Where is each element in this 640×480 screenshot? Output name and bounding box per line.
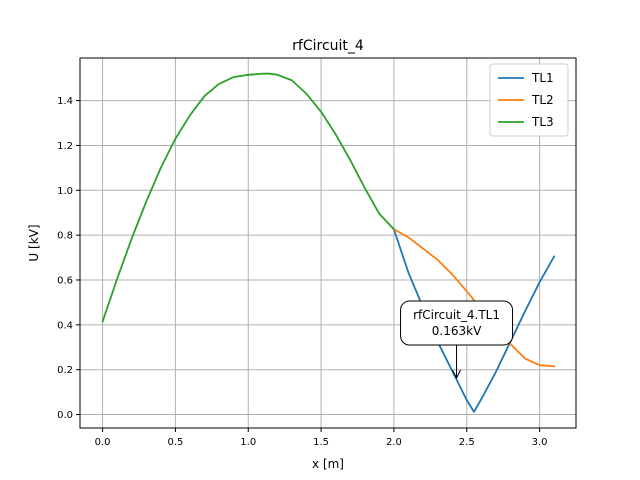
grid	[80, 58, 576, 428]
annotation-arrowhead	[452, 369, 461, 380]
annotation-text: rfCircuit_4.TL1	[413, 308, 500, 322]
y-tick-label: 0.4	[57, 320, 73, 331]
y-tick-label: 1.4	[57, 96, 73, 107]
x-tick-label: 1.5	[313, 437, 329, 448]
y-tick-label: 0.6	[57, 276, 73, 287]
legend-label-tl3: TL3	[531, 115, 554, 129]
x-tick-label: 2.0	[386, 437, 402, 448]
series-line-tl3	[101, 72, 396, 323]
y-tick-label: 0.0	[57, 410, 73, 421]
x-tick-label: 2.5	[459, 437, 475, 448]
annotation: rfCircuit_4.TL1 0.163kV	[400, 300, 514, 380]
y-tick-label: 1.2	[57, 141, 73, 152]
annotation-text: 0.163kV	[432, 324, 482, 338]
series-line-tl2	[392, 228, 556, 368]
series-lines	[101, 72, 556, 413]
y-axis-ticks: 0.0 0.2 0.4 0.6 0.8 1.0 1.2 1.4	[57, 96, 80, 421]
annotation-box	[400, 300, 514, 346]
chart-title: rfCircuit_4	[292, 38, 364, 54]
y-tick-label: 1.0	[57, 186, 73, 197]
x-axis-label: x [m]	[312, 457, 344, 471]
y-tick-label: 0.2	[57, 365, 73, 376]
plot-frame	[79, 57, 577, 429]
x-tick-label: 1.0	[240, 437, 256, 448]
legend-label-tl1: TL1	[531, 71, 554, 85]
legend-label-tl2: TL2	[531, 93, 554, 107]
legend: TL1 TL2 TL3	[489, 63, 569, 137]
x-tick-label: 3.0	[532, 437, 548, 448]
legend-box	[489, 63, 569, 137]
y-axis-label: U [kV]	[27, 224, 41, 261]
x-tick-label: 0.0	[95, 437, 111, 448]
x-tick-label: 0.5	[167, 437, 183, 448]
x-axis-ticks: 0.0 0.5 1.0 1.5 2.0 2.5 3.0	[95, 428, 548, 448]
y-tick-label: 0.8	[57, 231, 73, 242]
